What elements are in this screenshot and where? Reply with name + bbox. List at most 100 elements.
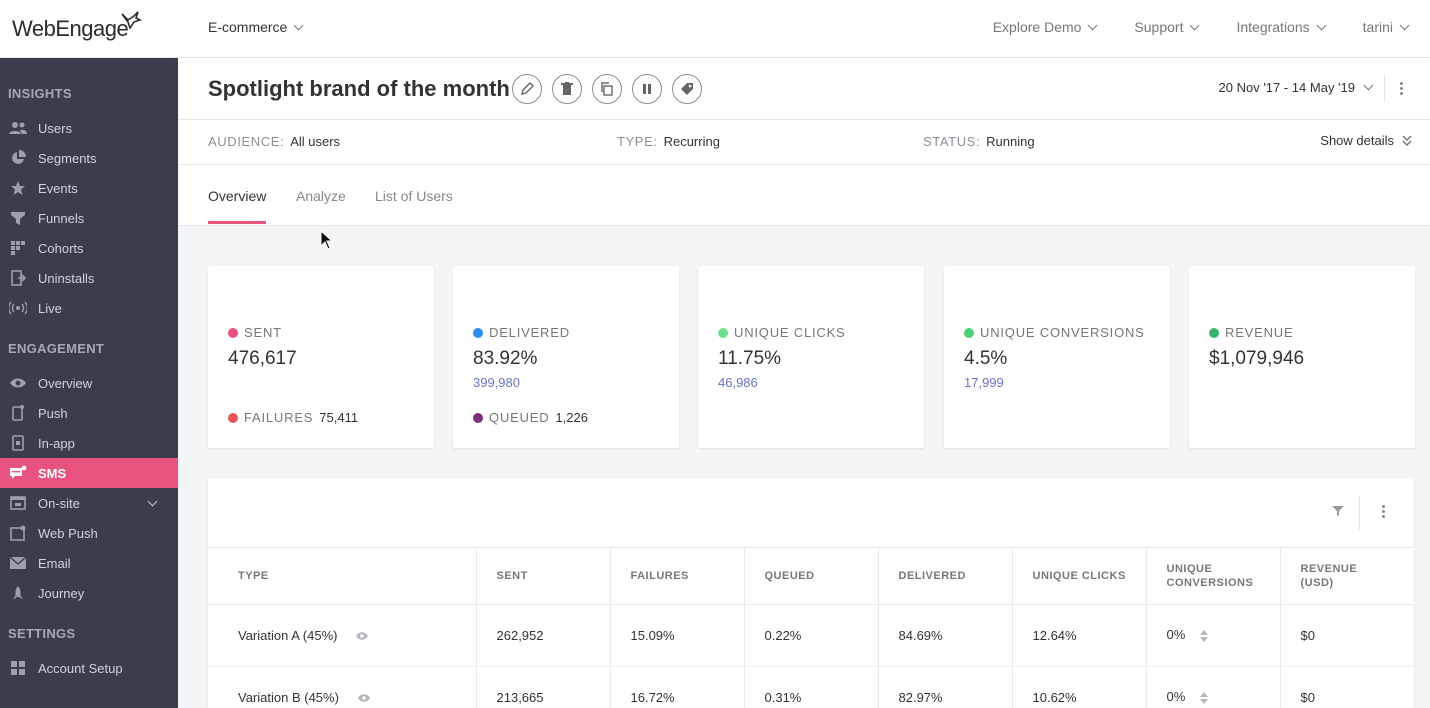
tab-overview[interactable]: Overview <box>208 188 267 204</box>
sidebar-item-events[interactable]: Events <box>0 173 178 203</box>
status-dot <box>718 327 728 338</box>
delivered-count: 399,980 <box>473 375 520 390</box>
trash-icon <box>561 82 573 95</box>
page-title: Spotlight brand of the month <box>208 76 510 101</box>
sidebar-item-users[interactable]: Users <box>0 113 178 143</box>
eye-icon[interactable] <box>357 693 371 703</box>
more-options-icon[interactable] <box>1396 80 1406 98</box>
date-range-picker[interactable]: 20 Nov '17 - 14 May '19 <box>1219 80 1374 95</box>
sent-value: 476,617 <box>228 348 297 369</box>
sidebar-item-overview[interactable]: Overview <box>0 368 178 398</box>
card-label: UNIQUE CLICKS <box>718 325 846 340</box>
status-dot <box>473 412 483 423</box>
tag-icon <box>681 83 693 95</box>
sidebar-item-label: Funnels <box>38 210 85 226</box>
support-menu[interactable]: Support <box>1134 19 1200 35</box>
delete-button[interactable] <box>552 74 582 104</box>
user-name: tarini <box>1362 19 1393 35</box>
failures-value: 75,411 <box>319 410 359 425</box>
tab-list-of-users[interactable]: List of Users <box>375 188 453 204</box>
pencil-icon <box>521 82 534 95</box>
sidebar-item-cohorts[interactable]: Cohorts <box>0 233 178 263</box>
revenue-value: $1,079,946 <box>1209 348 1305 369</box>
double-chevron-down-icon <box>1402 134 1412 146</box>
explore-demo-menu[interactable]: Explore Demo <box>993 19 1098 35</box>
active-tab-indicator <box>208 221 266 224</box>
sidebar-item-live[interactable]: Live <box>0 293 178 323</box>
col-failures[interactable]: FAILURES <box>610 548 745 605</box>
sidebar-item-in-app[interactable]: In-app <box>0 428 178 458</box>
audience-key: AUDIENCE: <box>208 134 285 149</box>
failures-cell: 16.72% <box>610 666 745 708</box>
sort-icon[interactable] <box>1199 691 1209 705</box>
tag-button[interactable] <box>672 74 702 104</box>
col-unique-conversions[interactable]: UNIQUE CONVERSIONS <box>1146 548 1281 605</box>
chevron-down-icon <box>293 20 304 30</box>
sidebar-item-uninstalls[interactable]: Uninstalls <box>0 263 178 293</box>
sidebar-item-email[interactable]: Email <box>0 548 178 578</box>
table-row[interactable]: Variation B (45%) 213,665 16.72% 0.31% 8… <box>208 666 1414 708</box>
status-value: Running <box>986 134 1035 149</box>
sidebar-item-journey[interactable]: Journey <box>0 578 178 608</box>
rocket-icon <box>8 585 28 601</box>
show-details-toggle[interactable]: Show details <box>1320 133 1412 148</box>
chevron-down-icon[interactable] <box>147 496 158 507</box>
col-type[interactable]: TYPE <box>208 548 477 605</box>
show-details-label: Show details <box>1320 133 1394 148</box>
variations-panel: TYPE SENT FAILURES QUEUED DELIVERED UNIQ… <box>208 478 1414 708</box>
sidebar-item-on-site[interactable]: On-site <box>0 488 178 518</box>
project-selector[interactable]: E-commerce <box>208 19 304 35</box>
envelope-icon <box>8 555 28 571</box>
status-dot <box>228 327 238 338</box>
edit-button[interactable] <box>512 74 542 104</box>
funnel-icon <box>8 210 28 226</box>
grid-plus-icon <box>8 660 28 676</box>
duplicate-button[interactable] <box>592 74 622 104</box>
sidebar-item-sms[interactable]: SMS <box>0 458 178 488</box>
pause-button[interactable] <box>632 74 662 104</box>
queued-value: 1,226 <box>555 410 588 425</box>
sidebar-item-label: Web Push <box>38 525 98 541</box>
filter-icon[interactable] <box>1332 505 1344 517</box>
sidebar: INSIGHTS Users Segments Events Funnels C… <box>0 58 178 708</box>
col-unique-clicks[interactable]: UNIQUE CLICKS <box>1012 548 1147 605</box>
col-revenue[interactable]: REVENUE (USD) <box>1280 548 1414 605</box>
status-key: STATUS: <box>923 134 981 149</box>
unique-clicks-cell: 10.62% <box>1012 666 1147 708</box>
sidebar-item-label: Cohorts <box>38 240 84 256</box>
type-value: Recurring <box>663 134 720 149</box>
sidebar-item-label: Account Setup <box>38 660 123 676</box>
integrations-menu[interactable]: Integrations <box>1236 19 1327 35</box>
sidebar-item-account-setup[interactable]: Account Setup <box>0 653 178 683</box>
sidebar-item-label: Push <box>38 405 68 421</box>
sidebar-item-segments[interactable]: Segments <box>0 143 178 173</box>
status-info: STATUS: Running <box>923 134 1035 149</box>
sidebar-item-push[interactable]: Push <box>0 398 178 428</box>
sent-cell: 213,665 <box>476 666 611 708</box>
sidebar-item-funnels[interactable]: Funnels <box>0 203 178 233</box>
unique-clicks-cell: 12.64% <box>1012 604 1147 667</box>
eye-icon[interactable] <box>355 631 369 641</box>
sidebar-item-web-push[interactable]: Web Push <box>0 518 178 548</box>
project-name: E-commerce <box>208 19 288 35</box>
support-label: Support <box>1134 19 1184 35</box>
status-dot <box>964 327 974 338</box>
revenue-card: REVENUE $1,079,946 <box>1189 266 1415 448</box>
top-header: WebEngage E-commerce Explore Demo Suppor… <box>0 0 1430 58</box>
webengage-logo[interactable]: WebEngage <box>12 10 142 44</box>
tab-analyze[interactable]: Analyze <box>296 188 346 204</box>
user-menu[interactable]: tarini <box>1362 19 1410 35</box>
revenue-label: REVENUE <box>1225 325 1294 340</box>
section-engagement: ENGAGEMENT <box>8 341 105 356</box>
unique-conversions-cell: 0% <box>1146 666 1281 708</box>
table-row[interactable]: Variation A (45%) 262,952 15.09% 0.22% 8… <box>208 604 1414 667</box>
col-delivered[interactable]: DELIVERED <box>878 548 1013 605</box>
col-sent[interactable]: SENT <box>476 548 611 605</box>
unique-clicks-value: 11.75% <box>718 348 782 369</box>
col-queued[interactable]: QUEUED <box>744 548 879 605</box>
sort-icon[interactable] <box>1199 629 1209 643</box>
queued-cell: 0.22% <box>744 604 879 667</box>
more-options-icon[interactable] <box>1378 503 1388 521</box>
status-dot <box>228 412 238 423</box>
variation-cell: Variation B (45%) <box>208 666 477 708</box>
